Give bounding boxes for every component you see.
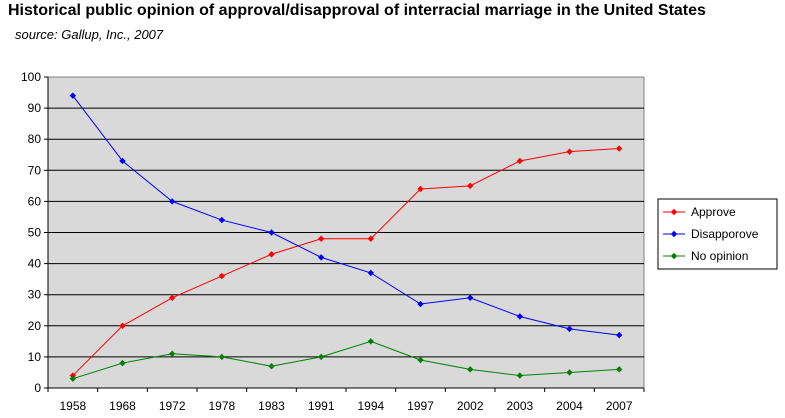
point-disapporove (218, 216, 226, 224)
point-disapporove (317, 254, 325, 261)
point-no-opinion (69, 375, 77, 382)
y-tick-label: 30 (28, 288, 42, 302)
x-tick-label: 1983 (258, 399, 285, 413)
point-disapporove (417, 300, 424, 308)
y-tick-label: 50 (28, 226, 42, 240)
chart-title: Historical public opinion of approval/di… (8, 2, 706, 19)
point-no-opinion (367, 338, 375, 345)
series-line-no-opinion (72, 340, 620, 380)
y-tick-label: 20 (28, 319, 42, 333)
y-tick-label: 0 (34, 381, 41, 395)
point-approve (317, 235, 325, 242)
x-tick-label: 1991 (308, 399, 335, 413)
point-approve (566, 148, 573, 155)
point-approve (417, 185, 424, 193)
y-tick-label: 100 (21, 70, 41, 84)
y-tick-label: 40 (28, 257, 42, 271)
point-approve (367, 235, 375, 242)
x-tick-label: 1968 (109, 399, 136, 413)
legend-marker (670, 252, 678, 260)
legend-marker (670, 208, 678, 216)
y-tick-label: 60 (28, 194, 42, 208)
point-no-opinion (566, 369, 573, 376)
point-disapporove (615, 331, 623, 339)
point-disapporove (367, 269, 375, 277)
y-tick-label: 90 (28, 101, 42, 115)
point-disapporove (168, 198, 176, 205)
point-no-opinion (417, 356, 424, 364)
y-tick-label: 10 (28, 350, 42, 364)
x-tick-label: 1958 (59, 399, 86, 413)
x-tick-label: 2007 (606, 399, 633, 413)
legend-label: Approve (691, 205, 736, 219)
chart-subtitle: source: Gallup, Inc., 2007 (15, 27, 164, 42)
y-tick-label: 80 (28, 132, 42, 146)
y-tick-label: 70 (28, 163, 42, 177)
point-disapporove (69, 92, 77, 99)
point-no-opinion (615, 366, 623, 373)
x-tick-label: 2004 (556, 399, 583, 413)
point-no-opinion (268, 363, 275, 370)
x-tick-label: 1972 (159, 399, 186, 413)
x-tick-label: 1994 (357, 399, 384, 413)
point-approve (119, 322, 126, 329)
point-approve (168, 294, 176, 302)
series-line-disapporove (72, 95, 620, 336)
x-tick-label: 1978 (208, 399, 235, 413)
x-tick-label: 2002 (457, 399, 484, 413)
legend-marker (670, 230, 678, 238)
point-disapporove (566, 325, 573, 333)
point-no-opinion (317, 353, 325, 361)
x-tick-label: 1997 (407, 399, 434, 413)
point-disapporove (516, 313, 524, 320)
point-disapporove (268, 229, 275, 236)
legend-label: Disapporove (691, 227, 759, 241)
point-approve (466, 182, 474, 190)
point-disapporove (119, 157, 126, 165)
point-no-opinion (168, 350, 176, 357)
series-line-approve (72, 148, 620, 376)
x-tick-label: 2003 (506, 399, 533, 413)
point-approve (268, 251, 275, 258)
point-no-opinion (516, 372, 524, 379)
point-approve (516, 157, 524, 165)
point-approve (615, 145, 623, 152)
point-disapporove (466, 294, 474, 302)
point-no-opinion (119, 359, 126, 367)
point-no-opinion (466, 366, 474, 373)
legend-label: No opinion (691, 249, 748, 263)
point-no-opinion (218, 353, 226, 361)
point-approve (218, 272, 226, 280)
